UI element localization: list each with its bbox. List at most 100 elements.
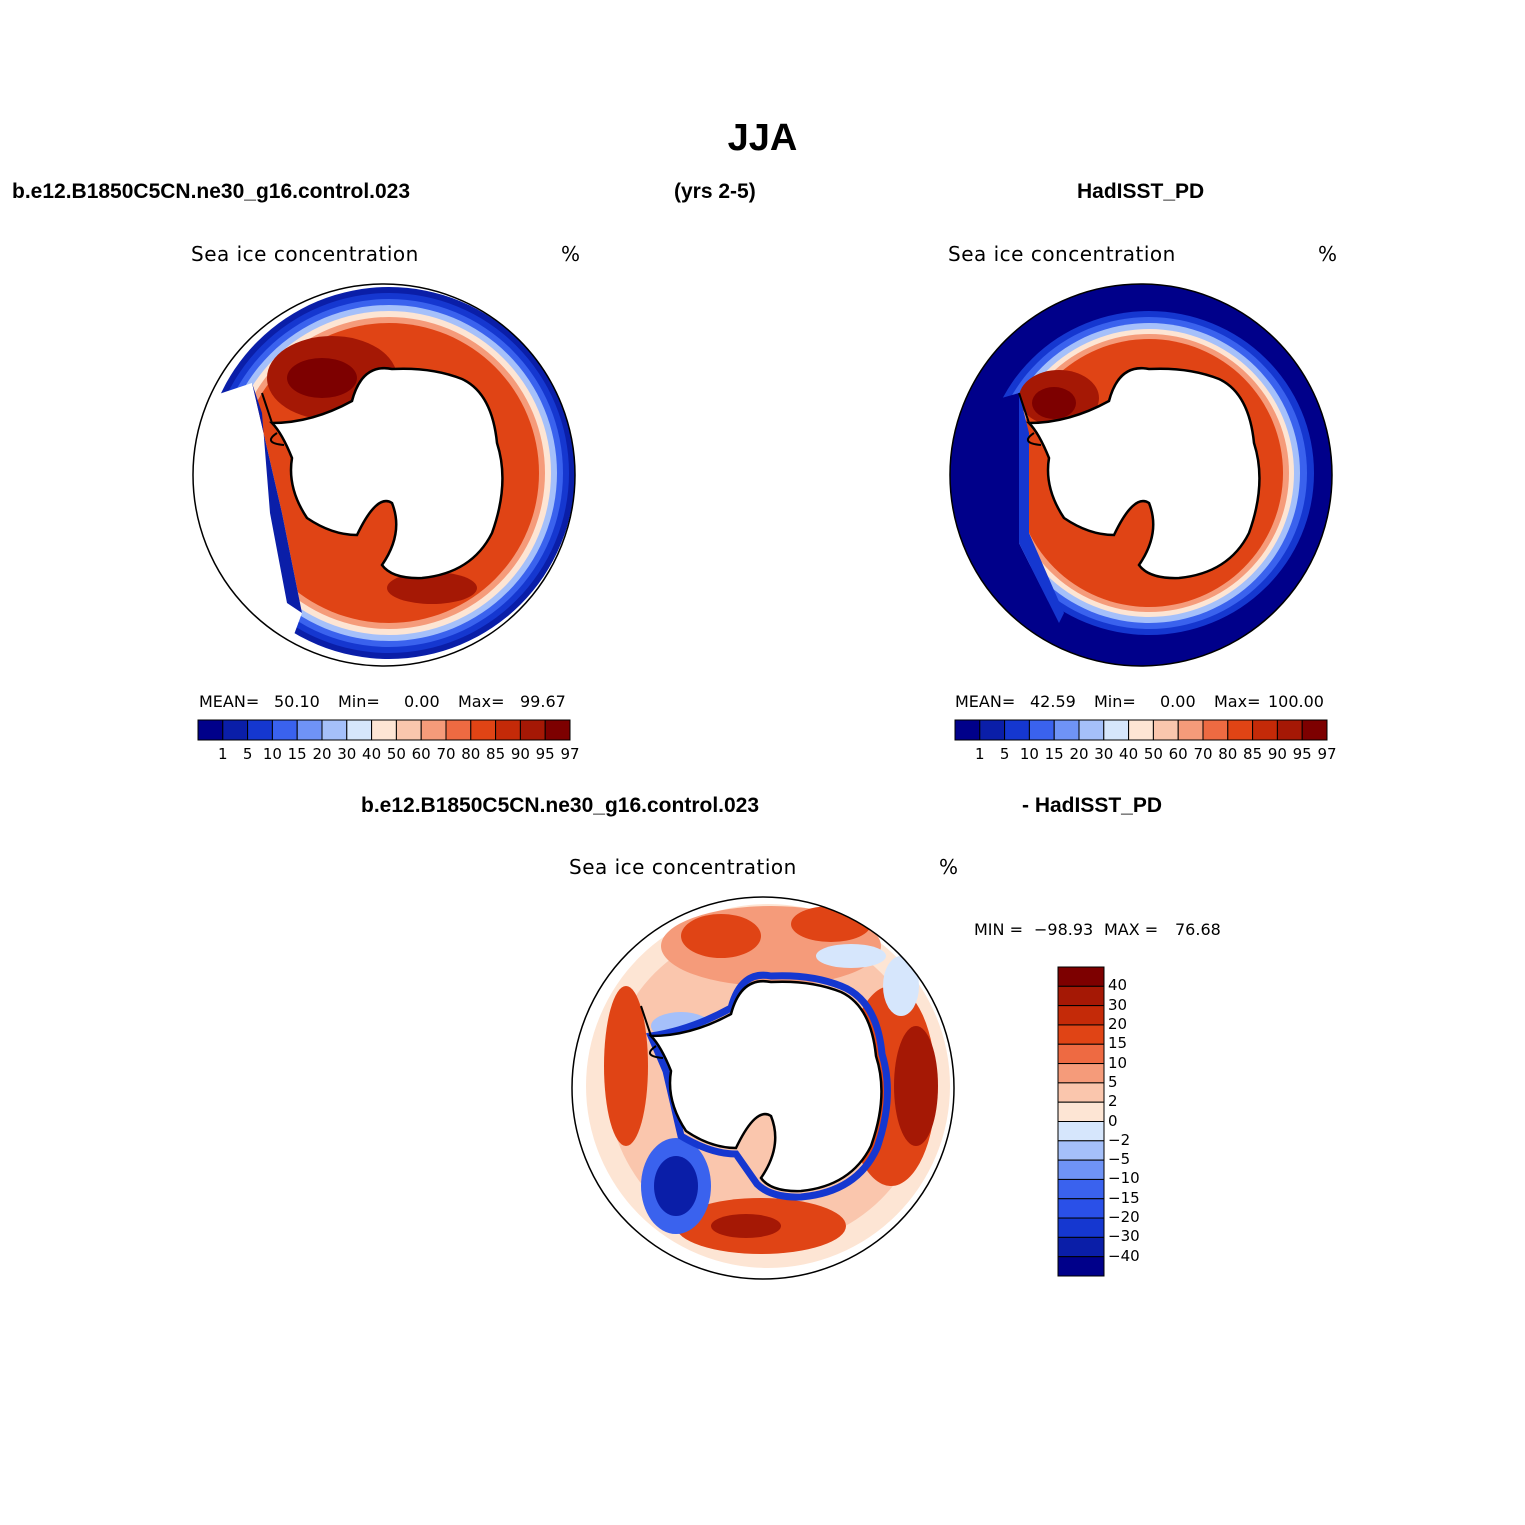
colorbar-tick-label: −40 xyxy=(1108,1246,1140,1265)
colorbar-tick-label: 60 xyxy=(1168,745,1188,763)
colorbar-swatch xyxy=(1177,719,1204,741)
model-polar-map xyxy=(192,283,576,667)
colorbar-tick-label: 10 xyxy=(1019,745,1039,763)
obs-panel-title: Sea ice concentration xyxy=(948,242,1176,266)
colorbar-tick-label: 95 xyxy=(535,745,555,763)
colorbar-tick-label: 97 xyxy=(1317,745,1337,763)
obs-max-value: 100.00 xyxy=(1268,692,1324,711)
diff-panel-title: Sea ice concentration xyxy=(569,855,797,879)
colorbar-tick-label: 97 xyxy=(560,745,580,763)
colorbar-swatch xyxy=(197,719,224,741)
colorbar-swatch xyxy=(346,719,373,741)
colorbar-swatch xyxy=(519,719,546,741)
colorbar-tick-label: 50 xyxy=(386,745,406,763)
colorbar-tick-label: −30 xyxy=(1108,1227,1140,1246)
model-colorbar xyxy=(197,719,571,741)
colorbar-tick-label: 2 xyxy=(1108,1092,1118,1111)
diff-polar-map xyxy=(571,896,955,1280)
colorbar-swatch xyxy=(1128,719,1154,741)
model-panel-units: % xyxy=(561,242,581,266)
colorbar-tick-label: 40 xyxy=(1119,745,1139,763)
colorbar-tick-label: 15 xyxy=(1108,1034,1128,1053)
diff-min-value: −98.93 xyxy=(1034,920,1094,939)
colorbar-tick-label: 85 xyxy=(1243,745,1263,763)
colorbar-tick-label: 80 xyxy=(1218,745,1238,763)
model-min-label: Min= xyxy=(338,692,380,711)
colorbar-tick-label: 10 xyxy=(262,745,282,763)
model-max-value: 99.67 xyxy=(520,692,566,711)
colorbar-swatch xyxy=(1252,719,1278,741)
obs-min-label: Min= xyxy=(1094,692,1136,711)
colorbar-tick-label: 20 xyxy=(312,745,332,763)
obs-colorbar xyxy=(954,719,1328,741)
colorbar-tick-label: 90 xyxy=(510,745,530,763)
colorbar-tick-label: −15 xyxy=(1108,1188,1140,1207)
model-panel-title: Sea ice concentration xyxy=(191,242,419,266)
colorbar-tick-label: 70 xyxy=(436,745,456,763)
colorbar-swatch xyxy=(544,719,571,741)
colorbar-swatch xyxy=(470,719,497,741)
colorbar-tick-label: 95 xyxy=(1292,745,1312,763)
colorbar-tick-label: 40 xyxy=(362,745,382,763)
colorbar-swatch xyxy=(420,719,447,741)
obs-mean-value: 42.59 xyxy=(1030,692,1076,711)
colorbar-swatch xyxy=(1057,1236,1105,1258)
colorbar-swatch xyxy=(222,719,249,741)
diff-obs-header: - HadISST_PD xyxy=(1022,794,1163,817)
colorbar-tick-label: 15 xyxy=(1044,745,1064,763)
colorbar-tick-label: 5 xyxy=(242,745,253,763)
colorbar-tick-label: 1 xyxy=(218,745,228,763)
main-title: JJA xyxy=(727,117,798,159)
model-min-value: 0.00 xyxy=(404,692,440,711)
obs-panel-units: % xyxy=(1318,242,1338,266)
colorbar-tick-label: 40 xyxy=(1108,976,1128,995)
colorbar-swatch xyxy=(1057,1043,1105,1065)
colorbar-swatch xyxy=(1057,1063,1105,1084)
colorbar-tick-label: 85 xyxy=(486,745,506,763)
colorbar-tick-label: 70 xyxy=(1193,745,1213,763)
colorbar-swatch xyxy=(1057,1140,1105,1161)
colorbar-swatch xyxy=(1227,719,1254,741)
colorbar-swatch xyxy=(395,719,422,741)
obs-max-label: Max= xyxy=(1214,692,1261,711)
model-mean-value: 50.10 xyxy=(274,692,320,711)
diff-case-header: b.e12.B1850C5CN.ne30_g16.control.023 xyxy=(361,794,760,817)
colorbar-tick-label: 30 xyxy=(1094,745,1114,763)
colorbar-swatch xyxy=(954,719,981,741)
colorbar-swatch xyxy=(1276,719,1303,741)
obs-polar-map xyxy=(949,283,1333,667)
colorbar-swatch xyxy=(1057,1121,1105,1142)
colorbar-swatch xyxy=(1057,1256,1105,1277)
colorbar-tick-label: 5 xyxy=(999,745,1010,763)
obs-min-value: 0.00 xyxy=(1160,692,1196,711)
colorbar-swatch xyxy=(1202,719,1229,741)
colorbar-swatch xyxy=(321,719,348,741)
colorbar-tick-label: 5 xyxy=(1108,1072,1118,1091)
obs-mean-label: MEAN= xyxy=(955,692,1016,711)
colorbar-tick-label: 80 xyxy=(461,745,481,763)
colorbar-swatch xyxy=(1057,1024,1105,1045)
colorbar-swatch xyxy=(495,719,521,741)
colorbar-tick-label: −5 xyxy=(1108,1150,1131,1169)
diff-max-value: 76.68 xyxy=(1175,920,1221,939)
colorbar-tick-label: −2 xyxy=(1108,1130,1131,1149)
model-mean-label: MEAN= xyxy=(199,692,260,711)
colorbar-swatch xyxy=(1057,985,1105,1007)
colorbar-swatch xyxy=(1057,1082,1105,1103)
colorbar-tick-label: 1 xyxy=(975,745,985,763)
colorbar-swatch xyxy=(1057,1101,1105,1122)
colorbar-swatch xyxy=(1057,966,1105,987)
colorbar-tick-label: 50 xyxy=(1143,745,1163,763)
colorbar-tick-label: −10 xyxy=(1108,1169,1140,1188)
colorbar-tick-label: 30 xyxy=(1108,995,1128,1014)
obs-name-header: HadISST_PD xyxy=(1077,180,1205,203)
colorbar-swatch xyxy=(979,719,1006,741)
colorbar-swatch xyxy=(247,719,273,741)
colorbar-swatch xyxy=(1301,719,1328,741)
colorbar-tick-label: 20 xyxy=(1069,745,1089,763)
colorbar-swatch xyxy=(271,719,298,741)
case-name-header: b.e12.B1850C5CN.ne30_g16.control.023 xyxy=(12,180,411,203)
colorbar-swatch xyxy=(445,719,472,741)
colorbar-tick-label: 10 xyxy=(1108,1053,1128,1072)
colorbar-swatch xyxy=(1057,1005,1105,1026)
